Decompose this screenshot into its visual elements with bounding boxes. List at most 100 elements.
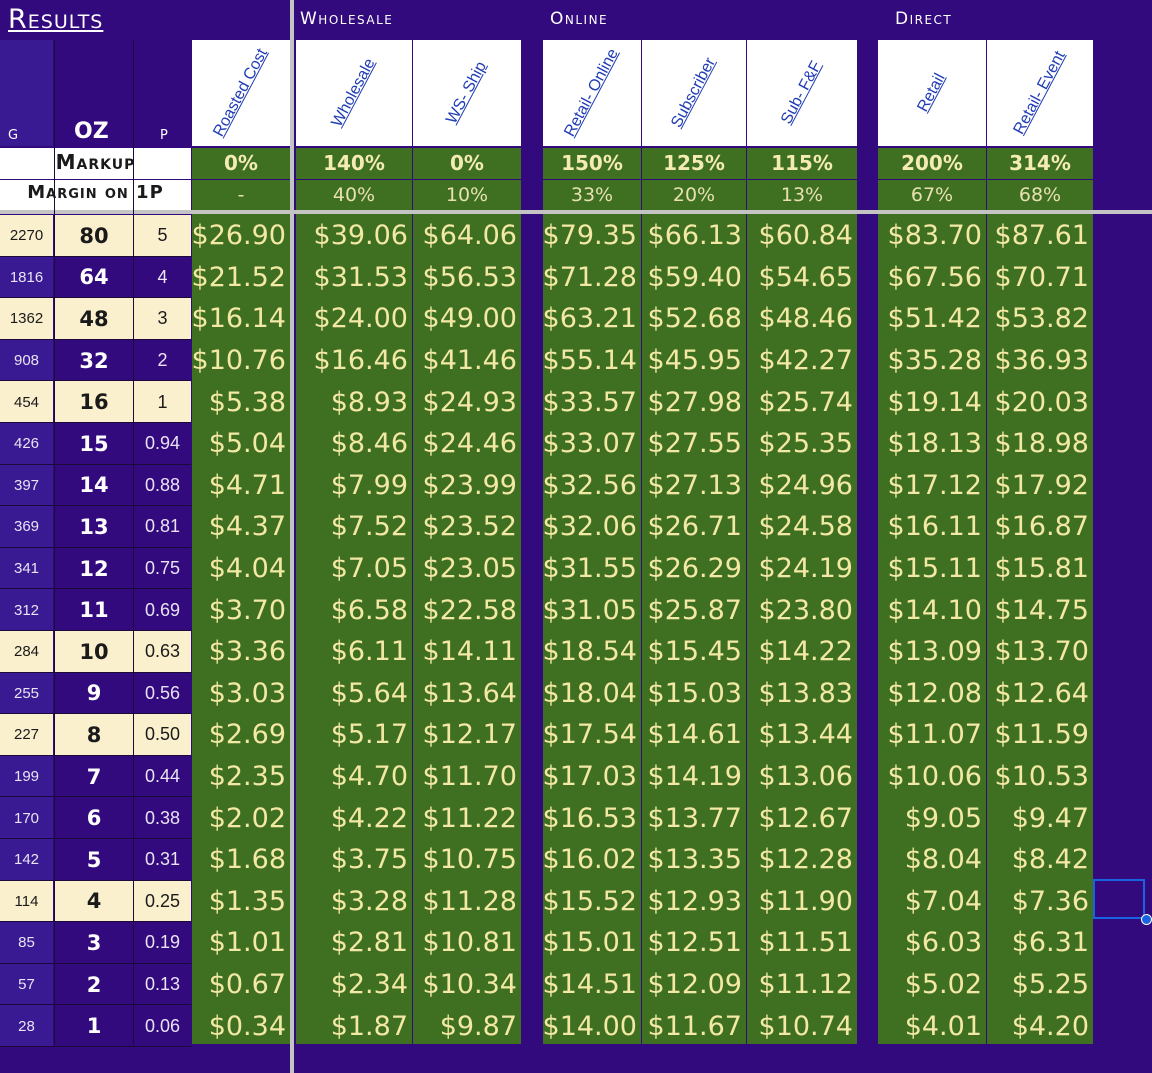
price-cell-retail[interactable]: $83.70 [887, 220, 982, 252]
g-header-cell[interactable] [0, 40, 53, 146]
price-cell-subscriber[interactable]: $12.93 [647, 885, 742, 917]
price-cell-sub-ff[interactable]: $11.90 [758, 885, 853, 917]
ounces-cell[interactable]: 7 [55, 755, 133, 798]
ounces-cell[interactable]: 11 [55, 589, 133, 631]
price-cell-roasted-cost[interactable]: $21.52 [191, 261, 286, 293]
header-link-ws-ship[interactable]: WS- Ship [443, 58, 490, 127]
price-cell-retail[interactable]: $67.56 [887, 261, 982, 293]
price-cell-subscriber[interactable]: $59.40 [647, 261, 742, 293]
markup-wholesale[interactable]: 140% [296, 148, 412, 179]
header-cell-retail[interactable]: Retail [878, 40, 986, 146]
price-cell-roasted-cost[interactable]: $26.90 [191, 220, 286, 252]
price-cell-subscriber[interactable]: $26.29 [647, 553, 742, 585]
pounds-cell[interactable]: 0.19 [134, 922, 191, 964]
price-cell-retail-event[interactable]: $5.25 [1011, 969, 1089, 1001]
price-cell-retail-event[interactable]: $87.61 [994, 220, 1089, 252]
price-cell-roasted-cost[interactable]: $2.35 [208, 761, 286, 793]
price-cell-retail-online[interactable]: $16.02 [542, 844, 637, 876]
price-cell-subscriber[interactable]: $27.13 [647, 469, 742, 501]
price-cell-wholesale[interactable]: $4.22 [330, 802, 408, 834]
markup-retail-online[interactable]: 150% [543, 148, 641, 179]
price-cell-ws-ship[interactable]: $56.53 [422, 261, 517, 293]
price-cell-retail[interactable]: $8.04 [904, 844, 982, 876]
price-cell-retail-online[interactable]: $16.53 [542, 802, 637, 834]
price-cell-roasted-cost[interactable]: $2.02 [208, 802, 286, 834]
grams-cell[interactable]: 341 [0, 547, 53, 590]
price-cell-sub-ff[interactable]: $23.80 [758, 594, 853, 626]
price-cell-retail-online[interactable]: $79.35 [542, 220, 637, 252]
price-cell-roasted-cost[interactable]: $4.04 [208, 553, 286, 585]
price-cell-ws-ship[interactable]: $49.00 [422, 303, 517, 335]
price-cell-retail-online[interactable]: $18.54 [542, 636, 637, 668]
price-cell-sub-ff[interactable]: $60.84 [758, 220, 853, 252]
price-cell-sub-ff[interactable]: $24.58 [758, 511, 853, 543]
grams-cell[interactable]: 908 [0, 339, 53, 382]
price-cell-retail-event[interactable]: $8.42 [1011, 844, 1089, 876]
margin-roasted-cost[interactable]: - [192, 180, 290, 210]
price-cell-retail-event[interactable]: $12.64 [994, 677, 1089, 709]
grams-cell[interactable]: 28 [0, 1005, 53, 1047]
header-link-subscriber[interactable]: Subscriber [668, 55, 720, 131]
header-cell-wholesale[interactable]: Wholesale [296, 40, 412, 146]
price-cell-subscriber[interactable]: $27.98 [647, 386, 742, 418]
price-cell-subscriber[interactable]: $52.68 [647, 303, 742, 335]
price-cell-subscriber[interactable]: $15.03 [647, 677, 742, 709]
price-cell-roasted-cost[interactable]: $0.34 [208, 1010, 286, 1042]
price-cell-retail[interactable]: $7.04 [904, 885, 982, 917]
ounces-cell[interactable]: 3 [55, 922, 133, 964]
price-cell-sub-ff[interactable]: $12.67 [758, 802, 853, 834]
selected-cell[interactable] [1093, 879, 1145, 919]
margin-ws-ship[interactable]: 10% [413, 180, 521, 210]
header-cell-subscriber[interactable]: Subscriber [642, 40, 746, 146]
price-cell-sub-ff[interactable]: $10.74 [758, 1010, 853, 1042]
pounds-cell[interactable]: 4 [134, 256, 191, 299]
price-cell-sub-ff[interactable]: $42.27 [758, 345, 853, 377]
grams-cell[interactable]: 369 [0, 506, 53, 548]
price-cell-retail[interactable]: $17.12 [887, 469, 982, 501]
ounces-cell[interactable]: 1 [55, 1005, 133, 1047]
price-cell-sub-ff[interactable]: $48.46 [758, 303, 853, 335]
price-cell-ws-ship[interactable]: $13.64 [422, 677, 517, 709]
price-cell-retail-event[interactable]: $14.75 [994, 594, 1089, 626]
pounds-cell[interactable]: 3 [134, 298, 191, 340]
grams-cell[interactable]: 142 [0, 839, 53, 881]
price-cell-wholesale[interactable]: $3.75 [330, 844, 408, 876]
markup-label-cell[interactable]: Markup [0, 148, 191, 179]
price-cell-retail-online[interactable]: $17.54 [542, 719, 637, 751]
pounds-cell[interactable]: 0.44 [134, 755, 191, 798]
price-cell-wholesale[interactable]: $2.34 [330, 969, 408, 1001]
price-cell-sub-ff[interactable]: $24.19 [758, 553, 853, 585]
price-cell-subscriber[interactable]: $26.71 [647, 511, 742, 543]
pounds-cell[interactable]: 0.88 [134, 464, 191, 507]
ounces-cell[interactable]: 13 [55, 506, 133, 548]
price-cell-roasted-cost[interactable]: $5.04 [208, 428, 286, 460]
price-cell-retail-event[interactable]: $20.03 [994, 386, 1089, 418]
grams-cell[interactable]: 284 [0, 631, 53, 673]
grams-cell[interactable]: 426 [0, 423, 53, 465]
pounds-cell[interactable]: 5 [134, 215, 191, 257]
price-cell-roasted-cost[interactable]: $1.68 [208, 844, 286, 876]
price-cell-wholesale[interactable]: $6.11 [330, 636, 408, 668]
grams-cell[interactable]: 454 [0, 381, 53, 423]
grams-cell[interactable]: 85 [0, 922, 53, 964]
price-cell-subscriber[interactable]: $13.77 [647, 802, 742, 834]
ounces-cell[interactable]: 12 [55, 547, 133, 590]
price-cell-subscriber[interactable]: $14.61 [647, 719, 742, 751]
price-cell-roasted-cost[interactable]: $1.01 [208, 927, 286, 959]
price-cell-retail-online[interactable]: $17.03 [542, 761, 637, 793]
price-cell-wholesale[interactable]: $24.00 [313, 303, 408, 335]
grams-cell[interactable]: 1362 [0, 298, 53, 340]
price-cell-ws-ship[interactable]: $24.46 [422, 428, 517, 460]
price-cell-wholesale[interactable]: $6.58 [330, 594, 408, 626]
price-cell-ws-ship[interactable]: $11.70 [422, 761, 517, 793]
price-cell-retail[interactable]: $11.07 [887, 719, 982, 751]
price-cell-ws-ship[interactable]: $41.46 [422, 345, 517, 377]
ounces-cell[interactable]: 32 [55, 339, 133, 382]
price-cell-subscriber[interactable]: $15.45 [647, 636, 742, 668]
header-cell-sub-ff[interactable]: Sub- F&F [747, 40, 857, 146]
grams-cell[interactable]: 2270 [0, 215, 53, 257]
price-cell-wholesale[interactable]: $8.46 [330, 428, 408, 460]
price-cell-retail[interactable]: $15.11 [887, 553, 982, 585]
price-cell-wholesale[interactable]: $39.06 [313, 220, 408, 252]
price-cell-subscriber[interactable]: $13.35 [647, 844, 742, 876]
